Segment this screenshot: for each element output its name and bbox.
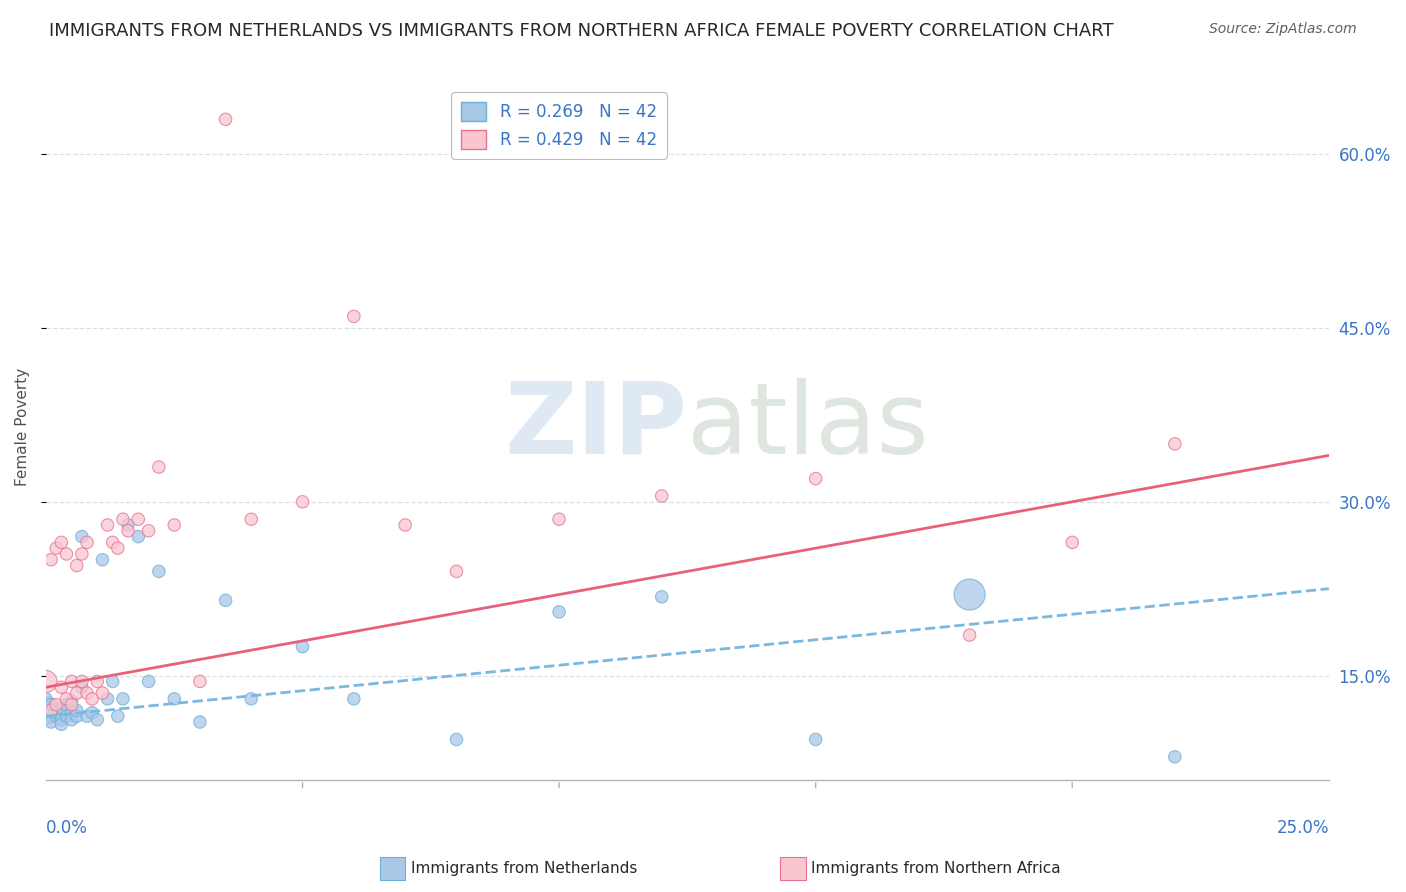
Point: [394, 518, 416, 533]
Point: [240, 512, 263, 526]
Point: [107, 541, 129, 556]
Point: [45, 541, 67, 556]
Point: [60, 706, 83, 720]
Text: atlas: atlas: [688, 378, 929, 475]
Point: [148, 565, 170, 579]
Point: [804, 732, 827, 747]
Point: [343, 691, 366, 706]
Point: [548, 605, 571, 619]
Point: [39, 553, 62, 567]
Point: [188, 674, 211, 689]
Point: [127, 512, 149, 526]
Point: [51, 535, 73, 549]
Point: [343, 310, 366, 324]
Point: [96, 691, 118, 706]
Point: [86, 674, 108, 689]
Point: [55, 709, 77, 723]
Point: [45, 698, 67, 712]
Point: [39, 714, 62, 729]
Point: [651, 590, 673, 604]
Point: [446, 565, 468, 579]
Point: [111, 691, 134, 706]
Point: [70, 680, 93, 694]
Point: [163, 691, 186, 706]
Point: [804, 472, 827, 486]
Point: [101, 535, 124, 549]
Point: [188, 714, 211, 729]
Text: Source: ZipAtlas.com: Source: ZipAtlas.com: [1209, 22, 1357, 37]
Point: [66, 558, 89, 573]
Point: [70, 674, 93, 689]
Point: [82, 691, 104, 706]
Point: [86, 713, 108, 727]
Point: [91, 553, 114, 567]
Point: [51, 717, 73, 731]
Point: [60, 713, 83, 727]
Point: [291, 495, 314, 509]
Point: [163, 518, 186, 533]
Point: [138, 674, 160, 689]
Point: [35, 674, 58, 689]
Point: [55, 691, 77, 706]
Point: [76, 709, 98, 723]
Point: [291, 640, 314, 654]
Y-axis label: Female Poverty: Female Poverty: [15, 368, 30, 485]
Point: [127, 530, 149, 544]
Point: [45, 706, 67, 720]
Point: [548, 512, 571, 526]
Point: [1062, 535, 1084, 549]
Point: [91, 686, 114, 700]
Point: [138, 524, 160, 538]
Point: [70, 530, 93, 544]
Point: [76, 535, 98, 549]
Point: [51, 680, 73, 694]
Point: [240, 691, 263, 706]
Point: [111, 512, 134, 526]
Text: IMMIGRANTS FROM NETHERLANDS VS IMMIGRANTS FROM NORTHERN AFRICA FEMALE POVERTY CO: IMMIGRANTS FROM NETHERLANDS VS IMMIGRANT…: [49, 22, 1114, 40]
Point: [117, 524, 139, 538]
Point: [96, 518, 118, 533]
Text: Immigrants from Netherlands: Immigrants from Netherlands: [411, 862, 637, 876]
Text: Immigrants from Northern Africa: Immigrants from Northern Africa: [811, 862, 1062, 876]
Point: [60, 694, 83, 708]
Point: [959, 588, 981, 602]
Point: [39, 698, 62, 712]
Point: [60, 674, 83, 689]
Point: [117, 518, 139, 533]
Point: [60, 698, 83, 712]
Point: [1164, 749, 1187, 764]
Point: [70, 547, 93, 561]
Point: [35, 703, 58, 717]
Point: [76, 686, 98, 700]
Legend: R = 0.269   N = 42, R = 0.429   N = 42: R = 0.269 N = 42, R = 0.429 N = 42: [451, 92, 666, 159]
Point: [39, 703, 62, 717]
Point: [107, 709, 129, 723]
Point: [1164, 437, 1187, 451]
Point: [66, 703, 89, 717]
Point: [35, 691, 58, 706]
Point: [214, 112, 236, 127]
Point: [959, 628, 981, 642]
Text: ZIP: ZIP: [505, 378, 688, 475]
Point: [45, 709, 67, 723]
Point: [66, 709, 89, 723]
Point: [651, 489, 673, 503]
Point: [66, 686, 89, 700]
Point: [55, 698, 77, 712]
Point: [51, 701, 73, 715]
Point: [82, 706, 104, 720]
Text: 25.0%: 25.0%: [1277, 819, 1329, 837]
Point: [55, 547, 77, 561]
Point: [446, 732, 468, 747]
Point: [148, 460, 170, 475]
Point: [101, 674, 124, 689]
Text: 0.0%: 0.0%: [46, 819, 87, 837]
Point: [51, 713, 73, 727]
Point: [214, 593, 236, 607]
